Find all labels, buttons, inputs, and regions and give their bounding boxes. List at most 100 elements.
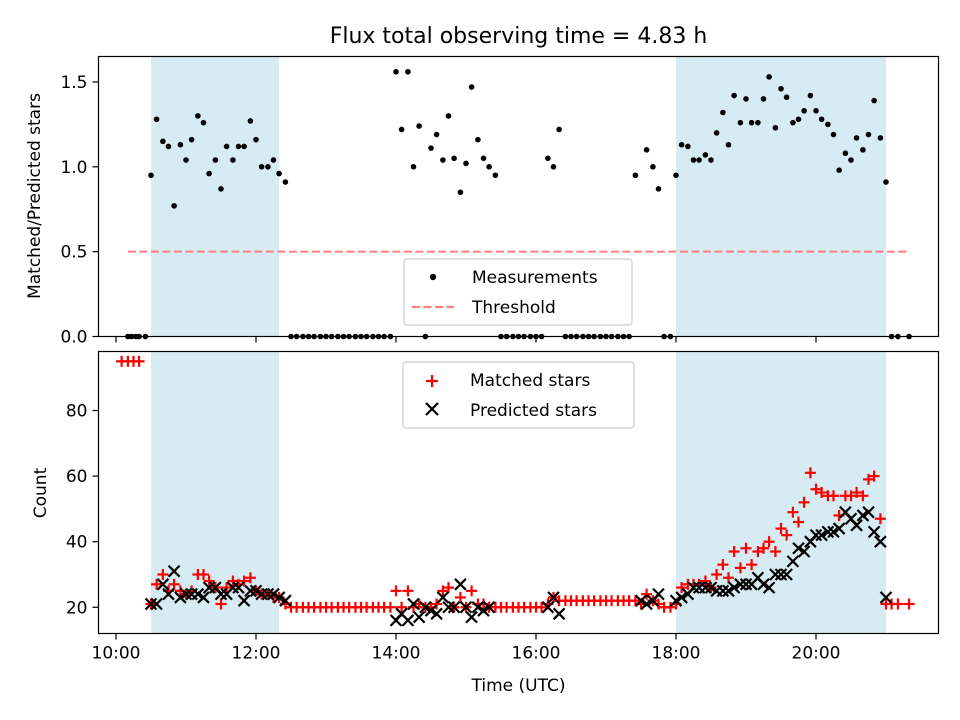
predicted-star-point — [687, 581, 700, 594]
measurement-point — [748, 119, 755, 126]
top-panel-legend: Measurements Threshold — [403, 258, 633, 326]
predicted-star-point — [197, 591, 210, 604]
predicted-star-point — [786, 555, 800, 568]
matched-star-point — [676, 582, 688, 594]
measurement-point — [475, 136, 481, 143]
legend-box — [402, 361, 635, 429]
predicted-star-point — [739, 578, 753, 591]
predicted-star-point — [232, 581, 245, 594]
matched-star-point — [717, 559, 729, 571]
legend-marker-matched — [426, 375, 438, 387]
measurement-point — [731, 92, 737, 99]
measurement-point — [218, 186, 224, 192]
measurement-point — [825, 121, 831, 128]
predicted-star-point — [699, 581, 712, 594]
measurement-point — [853, 135, 860, 141]
measurement-point — [702, 152, 709, 158]
bottom-panel-y-axis-label: Count — [31, 467, 51, 518]
measurement-point — [760, 96, 767, 102]
measurement-point — [678, 141, 685, 148]
bottom-panel-axes: 20 40 60 80 10:00 12:00 14:00 16:00 18:00 20:00 — [66, 402, 841, 664]
measurement-point — [230, 157, 236, 163]
x-tick-label: 20:00 — [792, 644, 841, 664]
measurement-point — [463, 160, 469, 167]
predicted-star-point — [815, 528, 828, 542]
measurement-point — [165, 143, 172, 150]
predicted-star-point — [734, 578, 747, 591]
predicted-star-point — [150, 597, 163, 611]
measurement-point — [416, 123, 422, 129]
measurement-point — [725, 141, 732, 148]
matched-star-point — [845, 490, 857, 502]
measurement-point — [253, 136, 259, 143]
predicted-star-point — [156, 578, 170, 591]
matched-star-point — [443, 582, 454, 594]
matched-star-point — [851, 487, 863, 498]
measurement-point — [200, 119, 207, 126]
measurement-point — [795, 116, 802, 123]
matched-star-point — [793, 516, 804, 528]
predicted-star-point — [774, 568, 788, 581]
legend-label-threshold: Threshold — [471, 298, 556, 318]
predicted-star-point — [244, 584, 257, 598]
matched-star-point — [874, 513, 886, 525]
measurement-point — [883, 179, 889, 185]
matched-star-point — [740, 542, 752, 554]
matched-star-point — [454, 591, 466, 603]
measurement-point — [223, 143, 230, 150]
matched-star-point — [431, 598, 443, 610]
measurement-point — [632, 172, 639, 179]
measurement-point — [807, 92, 814, 99]
x-tick-label: 10:00 — [92, 644, 141, 664]
measurement-point — [276, 170, 282, 177]
matched-star-point — [396, 601, 408, 613]
top-panel-shaded-intervals — [151, 56, 886, 337]
measurement-point — [865, 131, 872, 138]
predicted-star-point — [832, 522, 846, 535]
predicted-star-point — [809, 528, 823, 542]
measurement-point — [801, 108, 807, 114]
predicted-star-point — [652, 587, 665, 601]
y-tick-label: 0.5 — [60, 243, 87, 263]
legend-box — [403, 258, 633, 326]
predicted-star-point — [401, 614, 415, 627]
predicted-star-point — [821, 525, 835, 539]
matched-star-point — [787, 506, 799, 518]
measurement-point — [480, 155, 487, 162]
measurement-point — [195, 113, 201, 119]
measurement-point — [188, 136, 195, 143]
matched-star-point — [781, 529, 793, 541]
predicted-star-point — [465, 610, 478, 624]
measurement-point — [790, 119, 796, 126]
matched-star-point — [466, 585, 478, 597]
matched-star-point — [734, 562, 746, 574]
matched-star-point — [168, 578, 180, 590]
matched-star-point — [536, 601, 548, 613]
predicted-star-point — [797, 545, 811, 558]
measurement-point — [171, 203, 177, 209]
predicted-star-point — [167, 564, 181, 578]
y-tick-label: 60 — [66, 467, 88, 487]
predicted-star-point — [769, 568, 782, 581]
matched-star-point — [828, 490, 839, 502]
matched-star-point — [699, 575, 711, 587]
measurement-point — [836, 167, 842, 173]
measurement-point — [550, 164, 557, 170]
measurement-point — [818, 116, 825, 123]
measurement-point — [690, 157, 697, 163]
predicted-star-point — [226, 581, 240, 594]
top-panel-frame — [97, 55, 940, 338]
measurement-point — [486, 164, 492, 170]
predicted-star-point — [640, 597, 653, 611]
matched-star-point — [728, 546, 740, 558]
measurement-point — [655, 186, 662, 192]
predicted-star-point — [179, 587, 193, 601]
measurement-point — [433, 131, 440, 138]
measurement-point — [177, 141, 184, 148]
measurement-point — [235, 143, 242, 150]
bottom-panel-frame — [97, 350, 940, 635]
measurement-point — [153, 116, 160, 123]
measurement-point — [148, 172, 154, 179]
predicted-star-point — [727, 581, 741, 594]
predicted-star-point — [144, 597, 158, 611]
